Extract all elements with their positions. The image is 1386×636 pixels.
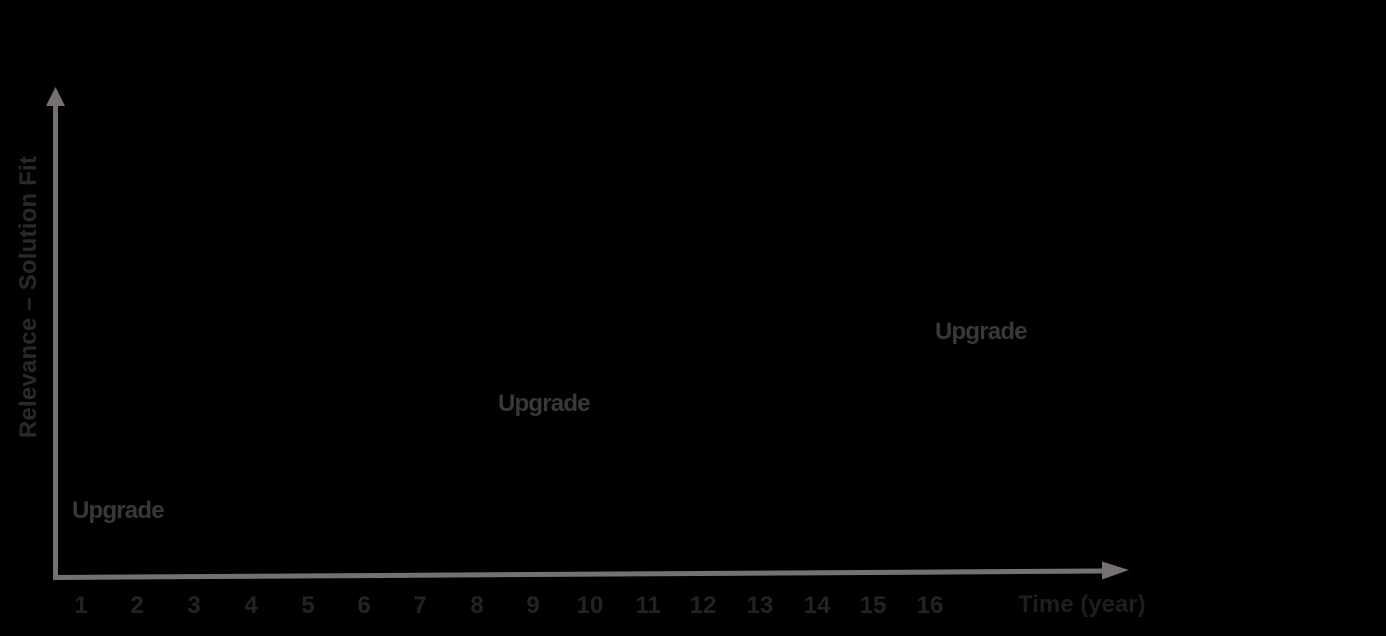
x-tick-12: 12 [689,592,717,619]
x-tick-11: 11 [635,592,661,619]
x-axis-arrowhead-icon [1102,561,1129,580]
y-axis-label: Relevance – Solution Fit [15,155,42,439]
upgrade-annotation-1: Upgrade [72,497,165,524]
x-tick-13: 13 [746,592,774,619]
x-tick-7: 7 [413,592,427,619]
upgrade-annotation-2: Upgrade [498,390,591,417]
x-tick-5: 5 [301,592,315,619]
x-tick-2: 2 [130,592,144,619]
upgrade-annotation-3: Upgrade [935,318,1028,345]
x-axis-label: Time (year) [1018,591,1146,618]
x-tick-16: 16 [916,592,944,619]
x-tick-8: 8 [470,592,484,619]
x-tick-14: 14 [803,592,831,619]
x-tick-6: 6 [357,592,371,619]
x-tick-4: 4 [244,592,258,619]
y-axis-arrowhead-icon [46,87,65,106]
x-tick-9: 9 [526,592,540,619]
x-tick-15: 15 [859,592,887,619]
x-axis-line [52,568,1104,580]
x-tick-10: 10 [576,592,604,619]
x-tick-1: 1 [74,592,88,619]
x-tick-3: 3 [187,592,201,619]
